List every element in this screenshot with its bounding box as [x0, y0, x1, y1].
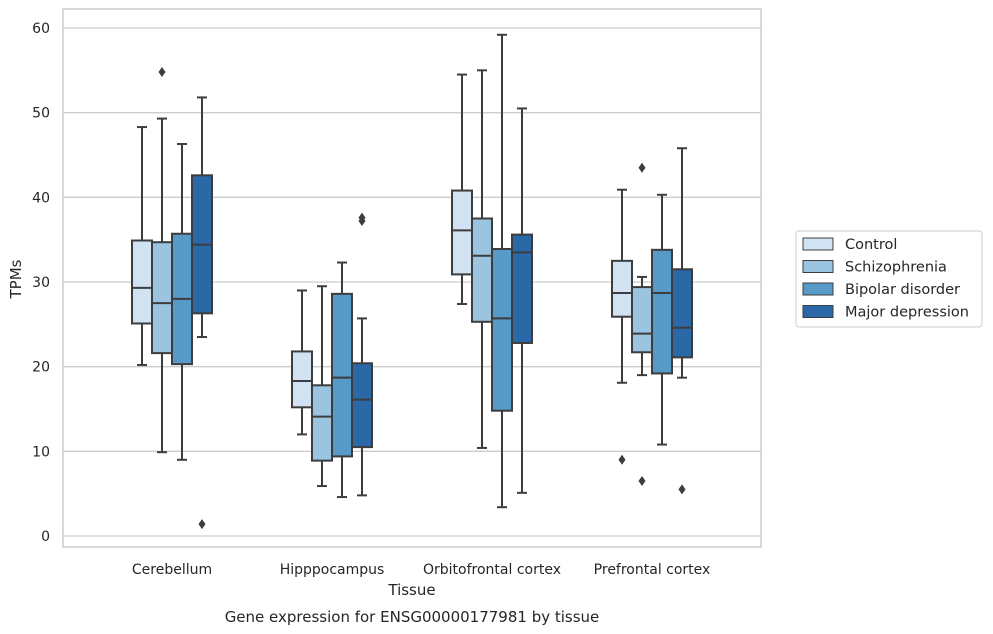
box-bipolar-disorder: [491, 33, 513, 509]
outlier-point: [638, 162, 646, 173]
outlier-point: [678, 484, 686, 495]
box-body: [631, 286, 653, 354]
box-schizophrenia: [151, 67, 173, 454]
box-control: [451, 73, 473, 306]
legend-swatch: [802, 282, 834, 296]
legend-entry: Control: [845, 237, 897, 253]
box-body: [651, 248, 673, 375]
y-tick-label: 50: [32, 106, 50, 122]
legend-swatch: [802, 305, 834, 318]
y-tick-label: 60: [32, 21, 50, 37]
x-tick-label: Prefrontal cortex: [594, 562, 711, 578]
outlier-point: [618, 454, 626, 465]
box-control: [291, 289, 313, 436]
outlier-point: [198, 519, 206, 530]
box-body: [511, 233, 533, 344]
box-schizophrenia: [311, 285, 333, 488]
box-bipolar-disorder: [171, 142, 193, 461]
box-control: [131, 126, 153, 366]
outlier-point: [358, 212, 366, 223]
box-bipolar-disorder: [331, 261, 353, 499]
y-tick-labels: 0 10 20 30 40 50 60: [32, 21, 50, 545]
x-tick-label: Hipppocampus: [280, 562, 385, 578]
box-major-depression: [511, 107, 533, 494]
box-body: [471, 217, 493, 323]
box-major-depression: [671, 147, 693, 495]
box-body: [671, 268, 693, 359]
x-tick-labels: Cerebellum Hipppocampus Orbitofrontal cort…: [132, 562, 710, 578]
box-major-depression: [351, 212, 373, 497]
legend: Control Schizophrenia Bipolar disorder Majo…: [795, 230, 983, 328]
box-schizophrenia: [631, 162, 653, 486]
chart-caption: Gene expression for ENSG00000177981 by t…: [225, 608, 600, 626]
box-major-depression: [191, 96, 213, 530]
box-body: [451, 189, 473, 276]
box-plots: [131, 33, 693, 530]
legend-swatch: [802, 237, 834, 251]
box-body: [331, 292, 353, 458]
x-axis-label: Tissue: [387, 581, 435, 599]
y-tick-label: 40: [32, 190, 50, 206]
y-tick-label: 0: [41, 529, 50, 545]
box-body: [151, 241, 173, 355]
legend-frame: [795, 230, 983, 328]
box-body: [311, 384, 333, 462]
legend-entry: Schizophrenia: [845, 260, 947, 276]
y-axis-label: TPMs: [7, 259, 25, 299]
x-tick-label: Orbitofrontal cortex: [423, 562, 561, 578]
box-body: [131, 239, 153, 325]
box-bipolar-disorder: [651, 193, 673, 446]
legend-entry: Bipolar disorder: [845, 282, 960, 298]
y-tick-label: 30: [32, 275, 50, 291]
box-schizophrenia: [471, 69, 493, 449]
legend-entry: Major depression: [845, 305, 969, 321]
y-tick-label: 20: [32, 360, 50, 376]
box-body: [611, 259, 633, 318]
y-tick-label: 10: [32, 444, 50, 460]
box-body: [351, 362, 373, 449]
plot-frame: [62, 8, 762, 548]
legend-swatch: [802, 260, 834, 273]
box-body: [291, 350, 313, 409]
box-control: [611, 188, 633, 465]
outlier-point: [638, 475, 646, 486]
outlier-point: [158, 67, 166, 78]
box-body: [491, 247, 513, 412]
x-tick-label: Cerebellum: [132, 562, 212, 578]
